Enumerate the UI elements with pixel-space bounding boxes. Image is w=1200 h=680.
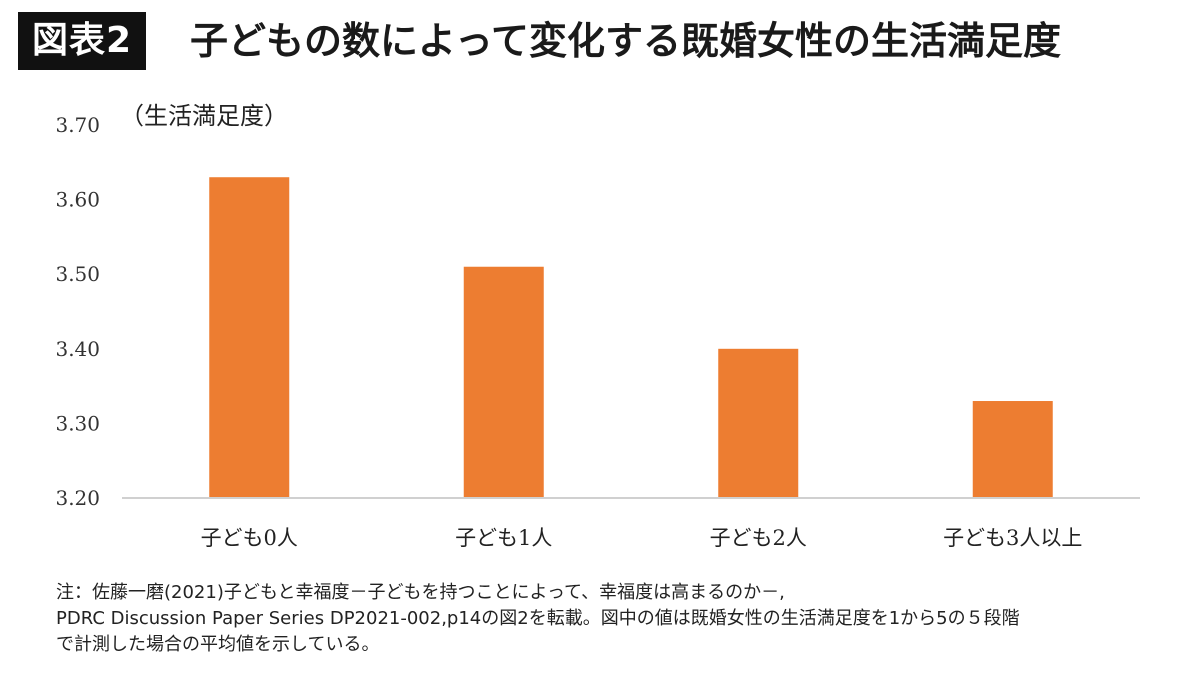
footnote-line-3: で計測した場合の平均値を示している。 bbox=[56, 634, 380, 655]
bars bbox=[209, 177, 1053, 498]
y-axis-unit-label: （生活満足度） bbox=[120, 102, 288, 130]
y-tick-label: 3.50 bbox=[55, 262, 100, 286]
y-tick-label: 3.40 bbox=[55, 337, 100, 361]
bar bbox=[463, 266, 544, 498]
figure-label: 図表2 bbox=[18, 12, 147, 70]
y-tick-label: 3.70 bbox=[55, 113, 100, 137]
x-category-label: 子ども3人以上 bbox=[943, 526, 1082, 550]
bar bbox=[718, 348, 799, 498]
footnote-line-1: 注：佐藤一磨(2021)子どもと幸福度－子どもを持つことによって、幸福度は高まる… bbox=[56, 582, 785, 603]
bar-chart: 3.70 3.60 3.50 3.40 3.30 3.20 子ども0人 子ども1人 子ども2人… bbox=[55, 102, 1140, 550]
bar bbox=[209, 177, 290, 498]
y-tick-label: 3.20 bbox=[55, 486, 100, 510]
x-axis-categories: 子ども0人 子ども1人 子ども2人 子ども3人以上 bbox=[201, 526, 1083, 550]
bar bbox=[972, 401, 1053, 498]
y-tick-label: 3.60 bbox=[55, 188, 100, 212]
y-axis-ticks: 3.70 3.60 3.50 3.40 3.30 3.20 bbox=[55, 113, 100, 510]
footnote-line-2: PDRC Discussion Paper Series DP2021-002,… bbox=[56, 608, 1020, 629]
chart-title: 子どもの数によって変化する既婚女性の生活満足度 bbox=[190, 19, 1061, 63]
x-category-label: 子ども2人 bbox=[710, 526, 807, 550]
x-category-label: 子ども0人 bbox=[201, 526, 298, 550]
y-tick-label: 3.30 bbox=[55, 411, 100, 435]
x-category-label: 子ども1人 bbox=[455, 526, 552, 550]
footnote: 注：佐藤一磨(2021)子どもと幸福度－子どもを持つことによって、幸福度は高まる… bbox=[56, 580, 1176, 658]
